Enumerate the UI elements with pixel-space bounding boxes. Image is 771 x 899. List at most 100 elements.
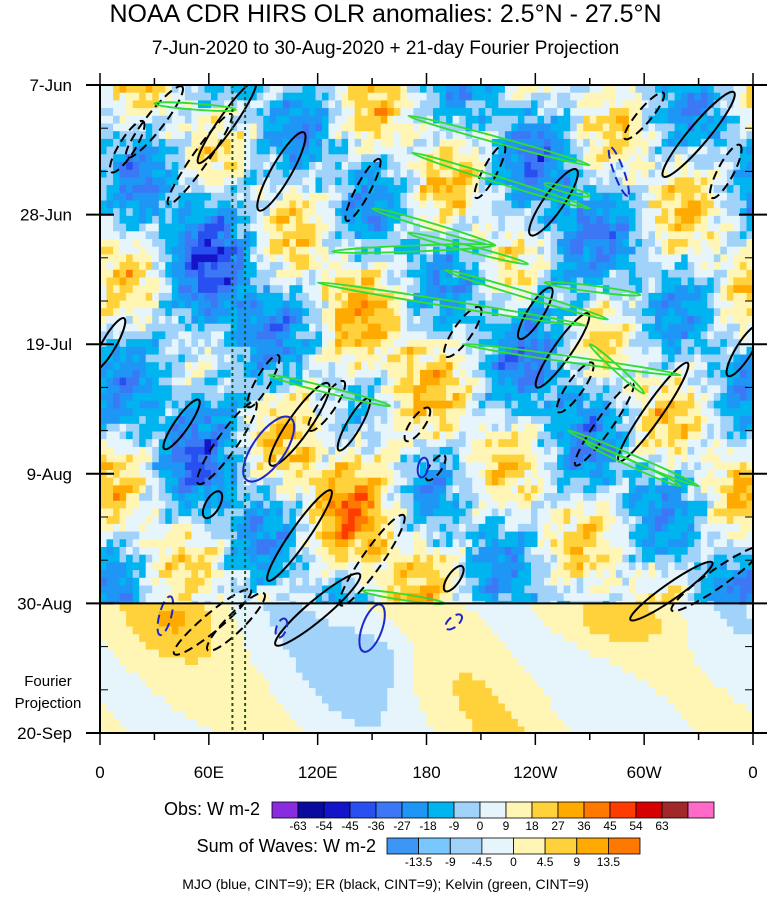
obs-cell [230,323,238,332]
obs-cell [100,146,108,155]
obs-cell [537,223,545,232]
obs-cell [563,138,571,148]
obs-cell [380,346,388,356]
obs-cell [609,308,617,317]
obs-cell [276,154,284,163]
obs-cell [204,192,212,202]
obs-cell [485,85,493,94]
obs-cell [446,431,454,440]
obs-cell [478,92,486,101]
obs-cell [367,162,375,171]
obs-cell [106,208,114,217]
obs-cell [655,408,663,417]
obs-cell [465,262,473,271]
obs-cell [243,292,251,302]
obs-cell [504,146,512,155]
obs-cell [250,262,258,271]
obs-cell [452,223,460,232]
obs-cell [276,369,284,379]
obs-cell [243,200,251,209]
obs-cell [648,192,656,202]
obs-cell [465,192,473,202]
obs-cell [609,416,617,425]
obs-cell [713,385,721,394]
obs-cell [420,239,428,248]
obs-cell [596,316,604,325]
obs-cell [126,416,134,425]
obs-cell [106,154,114,163]
obs-cell [550,408,558,417]
obs-cell [753,177,760,185]
obs-cell [465,431,473,440]
obs-cell [269,385,277,394]
obs-cell [550,308,558,317]
obs-cell [602,262,610,271]
obs-cell [681,208,689,217]
obs-cell [413,416,421,425]
obs-cell [485,100,493,109]
obs-cell [361,277,369,286]
obs-cell [243,208,251,217]
obs-cell [446,162,454,171]
obs-cell [642,354,650,363]
obs-cell [439,400,447,409]
obs-cell [537,215,545,225]
obs-cell [171,377,179,386]
obs-cell [139,123,147,132]
obs-cell [269,362,277,371]
obs-cell [589,192,597,202]
obs-cell [465,254,473,263]
obs-cell [655,231,663,240]
obs-cell [132,446,140,456]
obs-cell [354,123,362,132]
obs-cell [158,308,166,317]
obs-cell [733,377,741,386]
obs-cell [733,108,741,117]
obs-cell [393,377,401,386]
obs-cell [145,331,153,340]
obs-cell [550,346,558,356]
obs-cell [472,254,480,263]
obs-cell [733,323,741,332]
obs-cell [661,269,669,279]
obs-cell [459,254,467,263]
obs-cell [387,362,395,371]
obs-cell [596,108,604,117]
obs-cell [485,439,493,448]
obs-cell [263,146,271,155]
obs-cell [126,169,134,178]
obs-cell [335,408,343,417]
obs-cell [602,339,610,348]
obs-cell [733,385,741,394]
obs-cell [315,100,323,109]
obs-cell [289,200,297,209]
obs-cell [433,423,441,433]
obs-cell [635,131,643,140]
obs-cell [563,162,571,171]
obs-cell [393,185,401,194]
obs-cell [439,354,447,363]
obs-cell [426,123,434,132]
obs-cell [726,177,734,186]
obs-cell [537,185,545,194]
obs-cell [204,223,212,232]
obs-cell [544,223,552,232]
obs-cell [282,369,290,379]
obs-cell [537,369,545,379]
obs-cell [184,162,192,171]
obs-cell [622,431,630,440]
obs-cell [152,231,160,240]
obs-cell [472,85,480,94]
obs-cell [648,254,656,263]
obs-cell [557,346,565,356]
obs-cell [113,246,121,255]
obs-cell [681,323,689,332]
obs-cell [282,400,290,409]
obs-cell [426,185,434,194]
obs-cell [335,377,343,386]
obs-cell [550,138,558,148]
obs-cell [243,323,251,332]
obs-cell [537,231,545,240]
obs-cell [498,138,506,148]
obs-cell [583,231,591,240]
